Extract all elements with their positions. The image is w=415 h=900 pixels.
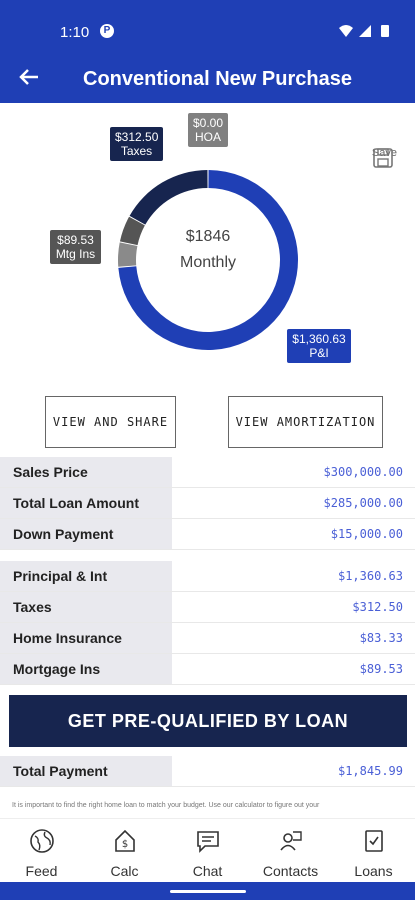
chat-icon: [166, 827, 249, 855]
table-row: Taxes $312.50: [0, 592, 415, 623]
system-nav-bar: [0, 882, 415, 900]
total-payment-table: Total Payment $1,845.99: [0, 756, 415, 787]
row-label: Taxes: [0, 592, 172, 622]
table-row: Down Payment $15,000.00: [0, 519, 415, 550]
action-buttons: VIEW AND SHARE VIEW AMORTIZATION: [0, 396, 415, 450]
row-label: Down Payment: [0, 519, 172, 549]
tab-label: Feed: [25, 863, 58, 879]
system-icons: [337, 24, 397, 43]
wifi-icon: [339, 25, 353, 37]
monthly-amount: $1846: [185, 228, 231, 245]
page-title: Conventional New Purchase: [83, 68, 352, 90]
tab-feed[interactable]: Feed: [0, 819, 83, 882]
row-label: Mortgage Ins: [0, 654, 172, 684]
loan-document-icon: [332, 827, 415, 855]
table-row: Total Payment $1,845.99: [0, 756, 415, 787]
app-bar: Conventional New Purchase: [0, 60, 415, 103]
status-time: 1:10: [60, 24, 90, 41]
donut-slice-home-insurance: [117, 242, 138, 267]
view-amortization-button[interactable]: VIEW AMORTIZATION: [228, 396, 383, 448]
tab-label: Loans: [354, 863, 393, 879]
callout-hoa-amount: $0.00: [193, 116, 224, 130]
notification-badge: P: [100, 24, 114, 38]
table-row: Mortgage Ins $89.53: [0, 654, 415, 685]
payment-donut-chart: $312.50 Taxes $0.00 HOA $89.53 Mtg Ins $…: [0, 103, 415, 388]
save-icon: [373, 148, 393, 168]
row-value: $1,845.99: [337, 764, 403, 778]
callout-taxes: $312.50 Taxes: [110, 127, 163, 161]
signal-icon: [359, 25, 371, 37]
home-indicator[interactable]: [170, 890, 246, 893]
donut-svg: [117, 170, 298, 350]
bottom-tab-bar: Feed $ Calc Chat Contacts Loans: [0, 818, 415, 882]
view-and-share-button[interactable]: VIEW AND SHARE: [45, 396, 176, 448]
callout-hoa-label: HOA: [194, 130, 221, 144]
battery-icon: [381, 25, 389, 37]
table-row: Home Insurance $83.33: [0, 623, 415, 654]
get-pre-qualified-button[interactable]: GET PRE-QUALIFIED BY LOAN: [9, 695, 407, 747]
callout-hoa: $0.00 HOA: [188, 113, 228, 147]
callout-pi-label: P&I: [309, 346, 329, 360]
donut-center: $1846 Monthly: [140, 228, 276, 272]
callout-taxes-amount: $312.50: [115, 130, 159, 144]
disclaimer-text: It is important to find the right home l…: [12, 802, 320, 809]
contacts-icon: [249, 827, 332, 855]
row-value[interactable]: $300,000.00: [323, 465, 403, 479]
row-value[interactable]: $15,000.00: [330, 527, 403, 541]
tab-contacts[interactable]: Contacts: [249, 819, 332, 882]
row-value: $1,360.63: [337, 569, 403, 583]
row-value[interactable]: $89.53: [359, 662, 403, 676]
calculator-house-icon: $: [83, 827, 166, 855]
callout-taxes-label: Taxes: [120, 144, 153, 158]
tab-label: Chat: [192, 863, 223, 879]
table-row: Total Loan Amount $285,000.00: [0, 488, 415, 519]
callout-pi-amount: $1,360.63: [292, 332, 346, 346]
svg-text:$: $: [121, 839, 127, 850]
loan-summary-table: Sales Price $300,000.00 Total Loan Amoun…: [0, 457, 415, 550]
monthly-label: Monthly: [179, 254, 237, 271]
back-arrow-icon[interactable]: [18, 66, 40, 95]
row-label: Home Insurance: [0, 623, 172, 653]
save-button[interactable]: Save: [372, 147, 397, 168]
callout-mtg-amount: $89.53: [57, 233, 94, 247]
donut-slice-taxes: [129, 170, 208, 225]
donut-slice-mtg-ins: [119, 216, 145, 246]
row-label: Sales Price: [0, 457, 172, 487]
globe-icon: [0, 827, 83, 855]
tab-chat[interactable]: Chat: [166, 819, 249, 882]
callout-pi: $1,360.63 P&I: [287, 329, 351, 363]
row-label: Total Payment: [0, 756, 172, 786]
row-label: Principal & Int: [0, 561, 172, 591]
tab-calc[interactable]: $ Calc: [83, 819, 166, 882]
status-bar: 1:10 P: [0, 0, 415, 60]
callout-mtg-label: Mtg Ins: [55, 247, 96, 261]
tab-label: Contacts: [262, 863, 319, 879]
table-row: Principal & Int $1,360.63: [0, 561, 415, 592]
table-row: Sales Price $300,000.00: [0, 457, 415, 488]
tab-label: Calc: [110, 863, 139, 879]
row-value[interactable]: $312.50: [352, 600, 403, 614]
tab-loans[interactable]: Loans: [332, 819, 415, 882]
row-value[interactable]: $285,000.00: [323, 496, 403, 510]
row-value[interactable]: $83.33: [359, 631, 403, 645]
callout-mtg-ins: $89.53 Mtg Ins: [50, 230, 101, 264]
row-label: Total Loan Amount: [0, 488, 172, 518]
payment-breakdown-table: Principal & Int $1,360.63 Taxes $312.50 …: [0, 561, 415, 685]
